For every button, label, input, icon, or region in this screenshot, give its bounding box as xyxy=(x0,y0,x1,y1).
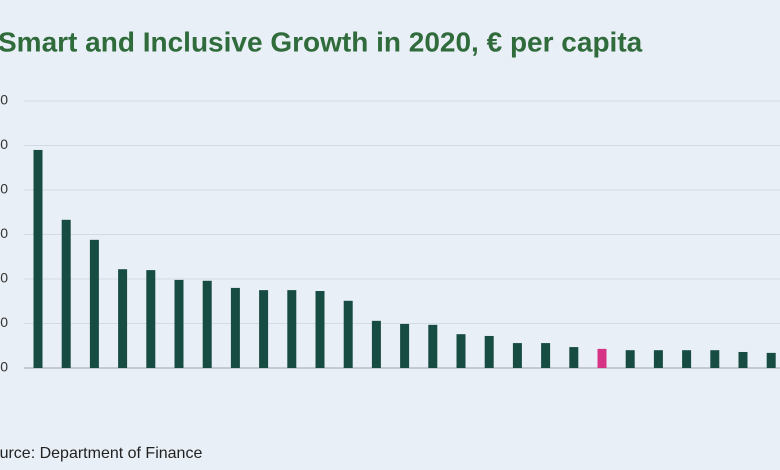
bar xyxy=(428,324,438,368)
bar xyxy=(512,343,522,368)
bar xyxy=(625,350,635,368)
bar xyxy=(202,280,212,368)
bar xyxy=(710,350,720,368)
y-tick-label: 600 xyxy=(0,92,8,108)
bar xyxy=(343,300,353,368)
bar xyxy=(287,290,297,368)
bar xyxy=(230,287,240,368)
bar xyxy=(484,335,494,368)
bar xyxy=(766,352,776,368)
bar xyxy=(118,269,128,368)
bar xyxy=(315,291,325,368)
bar xyxy=(456,334,466,368)
bar xyxy=(146,270,156,368)
bar xyxy=(371,320,381,368)
bar xyxy=(400,323,410,368)
bar xyxy=(174,279,184,368)
y-tick-label: 200 xyxy=(0,270,8,286)
y-tick-label: 400 xyxy=(0,181,8,197)
y-tick-label: 0 xyxy=(0,359,8,375)
bar xyxy=(259,290,269,368)
bar xyxy=(682,350,692,368)
bar xyxy=(541,343,551,368)
bar xyxy=(89,239,99,368)
y-tick-label: 100 xyxy=(0,314,8,330)
bar xyxy=(61,219,71,368)
bar xyxy=(33,149,43,368)
bar xyxy=(653,350,663,368)
bar xyxy=(597,348,607,368)
y-tick-label: 500 xyxy=(0,136,8,152)
source-note: Source: Department of Finance xyxy=(0,445,202,462)
y-tick-label: 300 xyxy=(0,225,8,241)
bar xyxy=(738,351,748,368)
bar xyxy=(569,347,579,368)
chart-title: Smart and Inclusive Growth in 2020, € pe… xyxy=(0,26,643,57)
